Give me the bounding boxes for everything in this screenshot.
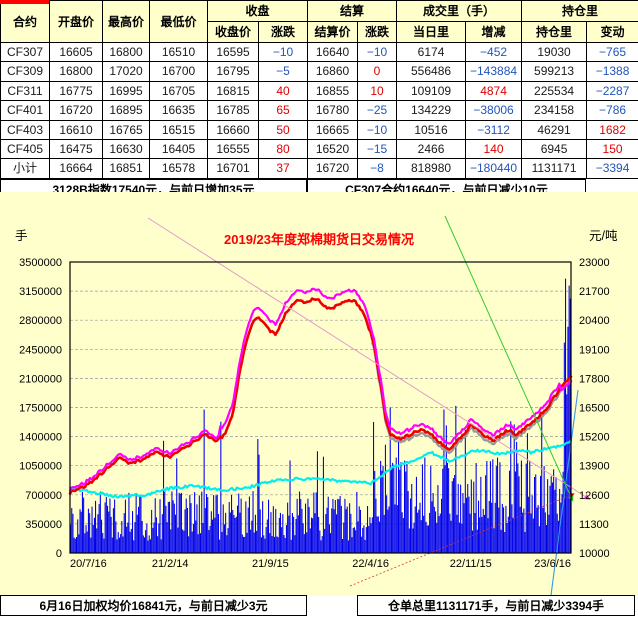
svg-text:3150000: 3150000 <box>19 286 62 298</box>
svg-text:23000: 23000 <box>579 257 610 269</box>
svg-text:2100000: 2100000 <box>19 373 62 385</box>
svg-text:2019/23年度郑棉期货日交易情况: 2019/23年度郑棉期货日交易情况 <box>224 232 414 247</box>
svg-text:22/4/16: 22/4/16 <box>352 558 389 570</box>
svg-text:20400: 20400 <box>579 315 610 327</box>
svg-text:元/吨: 元/吨 <box>589 229 618 243</box>
svg-text:19100: 19100 <box>579 344 610 356</box>
svg-text:13900: 13900 <box>579 461 610 473</box>
svg-text:3500000: 3500000 <box>19 257 62 269</box>
svg-text:15200: 15200 <box>579 432 610 444</box>
svg-text:17800: 17800 <box>579 373 610 385</box>
svg-text:16500: 16500 <box>579 403 610 415</box>
svg-text:1050000: 1050000 <box>19 461 62 473</box>
svg-text:20/7/16: 20/7/16 <box>70 558 107 570</box>
svg-text:23/6/16: 23/6/16 <box>534 558 571 570</box>
svg-text:22/11/15: 22/11/15 <box>450 558 492 570</box>
svg-text:21/2/14: 21/2/14 <box>152 558 189 570</box>
svg-text:2450000: 2450000 <box>19 344 62 356</box>
svg-text:700000: 700000 <box>25 490 62 502</box>
svg-text:11300: 11300 <box>579 519 609 531</box>
svg-text:10000: 10000 <box>579 548 610 560</box>
svg-text:21700: 21700 <box>579 286 610 298</box>
svg-text:手: 手 <box>15 229 28 243</box>
svg-text:1750000: 1750000 <box>19 403 62 415</box>
svg-text:2800000: 2800000 <box>19 315 62 327</box>
svg-text:1400000: 1400000 <box>19 432 62 444</box>
svg-text:350000: 350000 <box>25 519 62 531</box>
svg-text:12600: 12600 <box>579 490 610 502</box>
svg-text:21/9/15: 21/9/15 <box>252 558 289 570</box>
svg-text:0: 0 <box>56 548 62 560</box>
